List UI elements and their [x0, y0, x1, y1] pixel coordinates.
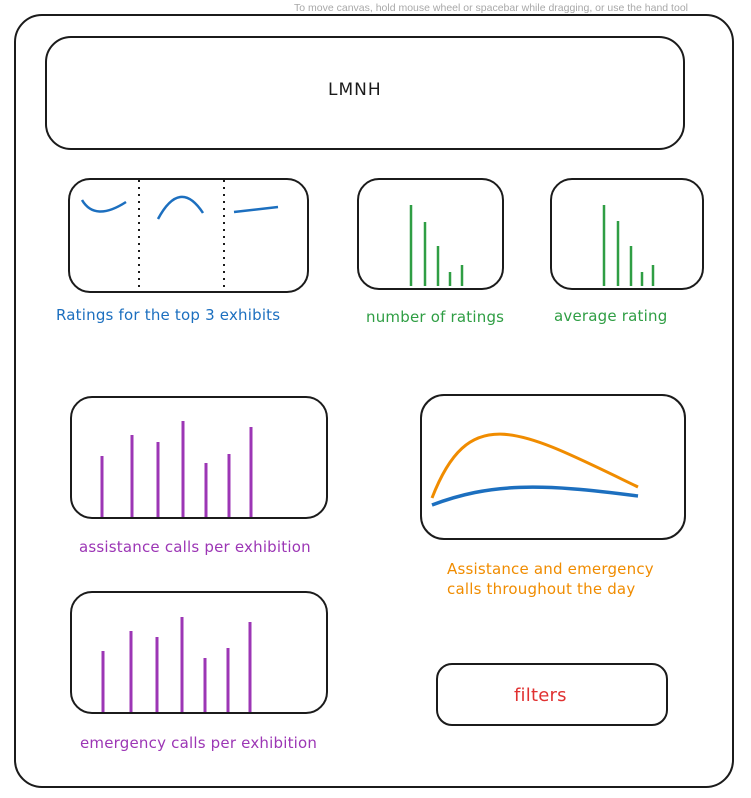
emergency-calls-line	[431, 485, 639, 507]
header-box	[45, 36, 685, 150]
avg-rating-chart-box[interactable]	[550, 178, 704, 290]
sparkline-exhibit-1	[80, 199, 127, 213]
sparkline-exhibit-3	[233, 205, 279, 214]
num-ratings-chart-box[interactable]	[357, 178, 504, 290]
sparkline-exhibit-2	[156, 195, 205, 220]
assistance-calls-label: assistance calls per exhibition	[79, 538, 311, 556]
day-calls-label-line1: Assistance and emergency	[447, 560, 654, 578]
filters-button[interactable]	[436, 663, 668, 726]
day-calls-chart-box[interactable]	[420, 394, 686, 540]
assistance-calls-chart-box[interactable]	[70, 396, 328, 519]
num-ratings-label: number of ratings	[366, 308, 505, 326]
page-title: LMNH	[328, 80, 382, 100]
emergency-calls-label: emergency calls per exhibition	[80, 734, 318, 752]
top-exhibits-label: Ratings for the top 3 exhibits	[56, 306, 281, 324]
filters-label: filters	[514, 685, 567, 706]
emergency-calls-chart-box[interactable]	[70, 591, 328, 714]
canvas-hint: To move canvas, hold mouse wheel or spac…	[294, 2, 688, 14]
avg-rating-label: average rating	[554, 307, 668, 325]
day-calls-label-line2: calls throughout the day	[447, 580, 636, 598]
assistance-calls-line	[430, 432, 639, 499]
